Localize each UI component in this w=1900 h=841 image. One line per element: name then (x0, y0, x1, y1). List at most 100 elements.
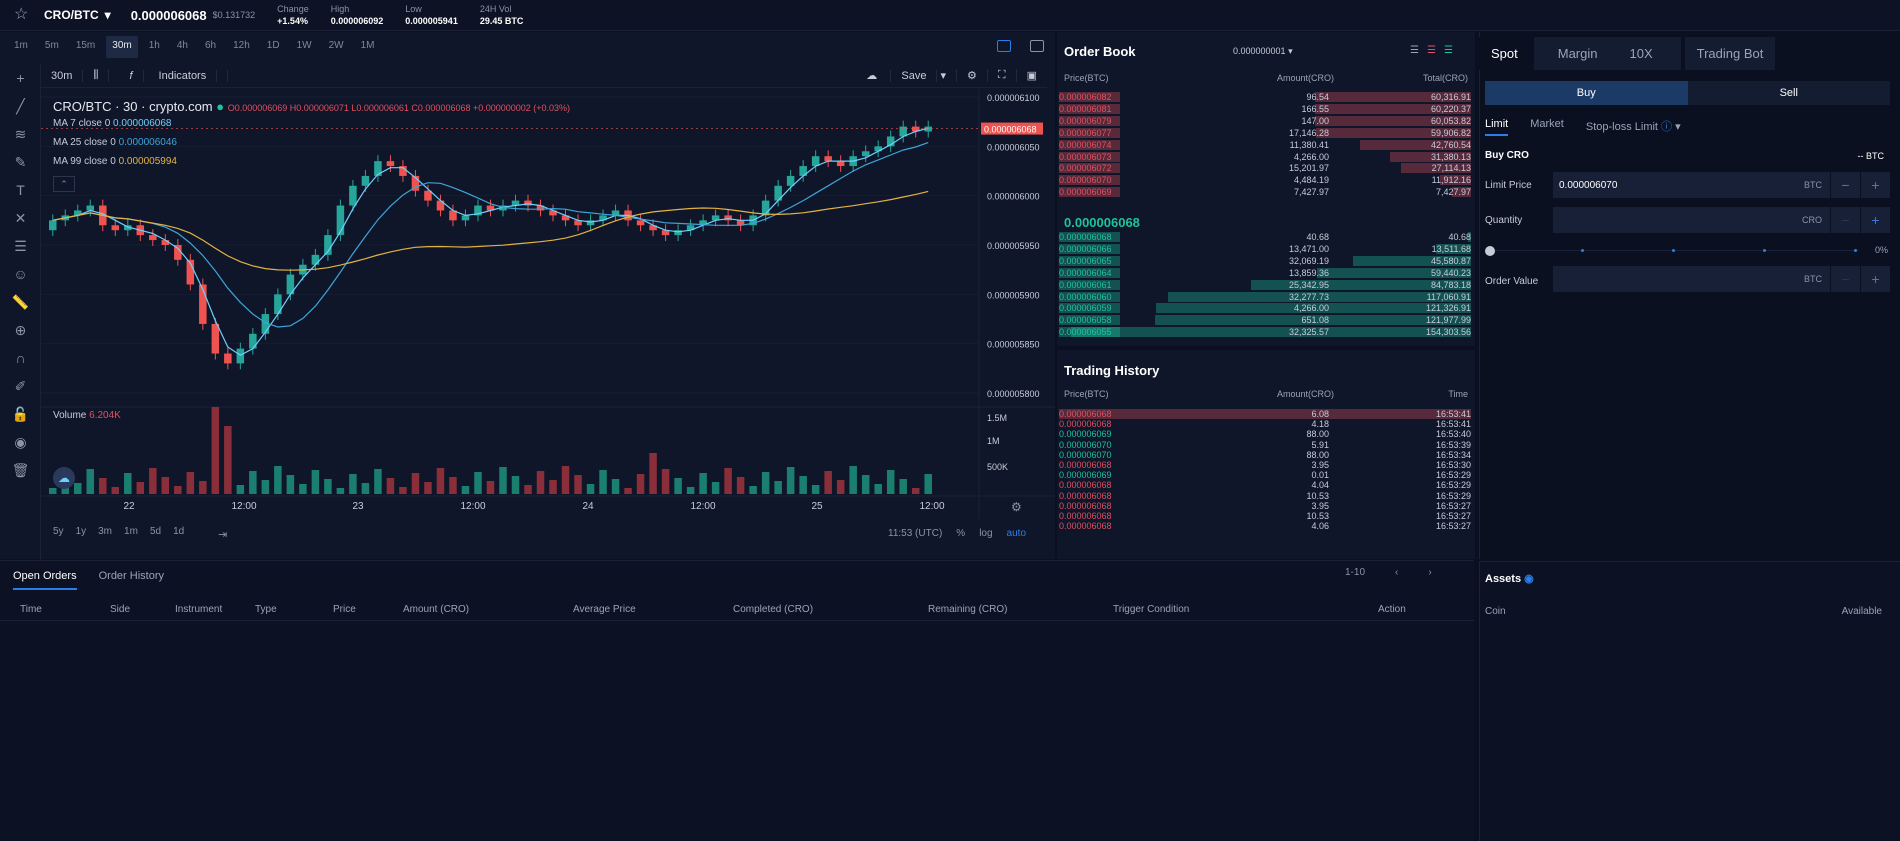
axis-settings-icon[interactable]: ⚙ (1011, 500, 1022, 514)
eye-icon[interactable]: ◉ (14, 433, 27, 450)
timeframe-6h[interactable]: 6h (204, 40, 217, 51)
tab-stop-loss-limit[interactable]: Stop-loss Limit ⓘ ▾ (1585, 121, 1681, 133)
crosshair-icon[interactable]: + (16, 70, 25, 86)
decrease-button[interactable]: − (1830, 172, 1860, 198)
indicators-button[interactable]: f Indicators (109, 69, 229, 82)
auto-toggle[interactable]: auto (1006, 528, 1027, 539)
goto-date-icon[interactable]: ⇥ (218, 529, 228, 541)
range-5y[interactable]: 5y (53, 526, 64, 537)
quantity-slider[interactable] (1485, 246, 1860, 256)
order-value-field[interactable]: BTC − + (1553, 266, 1890, 292)
settings-icon[interactable]: ⚙ (956, 69, 988, 82)
tab-limit[interactable]: Limit (1485, 118, 1509, 136)
orderbook-row[interactable]: 0.000006082 96.54 60,316.91 (1059, 92, 1471, 103)
orderbook-row[interactable]: 0.000006058 651.08 121,977.99 (1059, 315, 1471, 326)
orderbook-row[interactable]: 0.000006065 32,069.19 45,580.87 (1059, 256, 1471, 267)
trendline-icon[interactable]: ╱ (16, 97, 25, 114)
timeframe-2W[interactable]: 2W (328, 40, 344, 51)
orderbook-row[interactable]: 0.000006077 17,146.28 59,906.82 (1059, 128, 1471, 139)
quantity-field[interactable]: CRO − + (1553, 207, 1890, 233)
prev-page-icon[interactable]: ‹ (1395, 567, 1399, 578)
limit-price-field[interactable]: 0.000006070 BTC − + (1553, 172, 1890, 198)
decrease-button[interactable]: − (1830, 266, 1860, 292)
increase-button[interactable]: + (1860, 207, 1890, 233)
timeframe-1M[interactable]: 1M (360, 40, 375, 51)
orderbook-row[interactable]: 0.000006059 4,266.00 121,326.91 (1059, 303, 1471, 314)
ruler-icon[interactable]: 📏 (11, 293, 30, 310)
buy-button[interactable]: Buy (1485, 81, 1688, 105)
view-both-icon[interactable]: ☰ (1410, 45, 1419, 56)
camera-icon[interactable]: ▣ (1026, 70, 1037, 82)
timeframe-1h[interactable]: 1h (148, 40, 160, 51)
precision-select[interactable]: 0.000000001 ▾ (1233, 46, 1293, 56)
orderbook-row[interactable]: 0.000006055 32,325.57 154,303.56 (1059, 327, 1471, 338)
orderbook-row[interactable]: 0.000006079 147.00 60,053.82 (1059, 116, 1471, 127)
orderbook-row[interactable]: 0.000006066 13,471.00 13,511.68 (1059, 244, 1471, 255)
cloud-badge-icon[interactable]: ☁ (53, 467, 75, 489)
timeframe-1D[interactable]: 1D (266, 40, 280, 51)
fullscreen-icon[interactable]: ⛶ (988, 69, 1017, 82)
trash-icon[interactable]: 🗑 (11, 461, 30, 478)
eye-icon[interactable]: ◉ (1524, 573, 1534, 585)
favorite-star-icon[interactable]: ☆ (14, 6, 29, 23)
next-page-icon[interactable]: › (1428, 567, 1432, 578)
pair-selector[interactable]: CRO/BTC ▾ (44, 8, 111, 22)
tab-spot[interactable]: Spot (1479, 37, 1530, 70)
view-asks-icon[interactable]: ☰ (1426, 45, 1436, 56)
timeframe-4h[interactable]: 4h (176, 40, 188, 51)
tab-margin[interactable]: Margin 10X (1533, 37, 1681, 70)
increase-button[interactable]: + (1860, 172, 1890, 198)
limit-price-input[interactable]: 0.000006070 (1559, 179, 1618, 191)
lock-drawings-icon[interactable]: ✐ (14, 377, 27, 394)
orderbook-row[interactable]: 0.000006061 25,342.95 84,783.18 (1059, 280, 1471, 291)
timeframe-1m[interactable]: 1m (14, 40, 28, 51)
pattern-icon[interactable]: ✕ (14, 209, 27, 226)
timeframe-1W[interactable]: 1W (296, 40, 312, 51)
orderbook-row[interactable]: 0.000006072 15,201.97 27,114.13 (1059, 163, 1471, 174)
orderbook-row[interactable]: 0.000006069 7,427.97 7,427.97 (1059, 187, 1471, 198)
prediction-icon[interactable]: ☰ (14, 237, 27, 254)
range-1y[interactable]: 1y (75, 526, 87, 537)
text-icon[interactable]: T (16, 182, 25, 198)
fib-icon[interactable]: ≋ (14, 125, 27, 142)
brush-icon[interactable]: ✎ (14, 153, 27, 170)
log-toggle[interactable]: log (979, 528, 993, 539)
save-button[interactable]: ☁ Save ▾ (846, 69, 956, 82)
tab-trading-bot[interactable]: Trading Bot (1684, 37, 1776, 70)
orderbook-row[interactable]: 0.000006074 11,380.41 42,760.54 (1059, 140, 1471, 151)
timeframe-5m[interactable]: 5m (44, 40, 59, 51)
range-1m[interactable]: 1m (124, 526, 138, 537)
decrease-button[interactable]: − (1830, 207, 1860, 233)
volume-bar (549, 480, 557, 494)
chart-type-icon[interactable] (997, 40, 1011, 52)
increase-button[interactable]: + (1860, 266, 1890, 292)
tab-open-orders[interactable]: Open Orders (13, 570, 77, 590)
timeframe-12h[interactable]: 12h (233, 40, 250, 51)
orderbook-row[interactable]: 0.000006060 32,277.73 117,060.91 (1059, 292, 1471, 303)
sell-button[interactable]: Sell (1687, 81, 1890, 105)
timeframe-15m[interactable]: 15m (75, 40, 96, 51)
layout-icon[interactable] (1030, 40, 1044, 52)
orderbook-row[interactable]: 0.000006064 13,859.36 59,440.23 (1059, 268, 1471, 279)
percent-toggle[interactable]: % (956, 528, 966, 539)
collapse-legend-button[interactable]: ⌃ (53, 176, 75, 192)
range-3m[interactable]: 3m (98, 526, 113, 537)
view-bids-icon[interactable]: ☰ (1443, 45, 1453, 56)
magnet-icon[interactable]: ∩ (15, 350, 26, 366)
range-1d[interactable]: 1d (173, 526, 185, 537)
price-chart[interactable]: 0.000006100 0.000006050 0.000006000 0.00000… (41, 89, 1055, 519)
tab-market[interactable]: Market (1530, 118, 1564, 130)
orderbook-row[interactable]: 0.000006070 4,484.19 11,912.16 (1059, 175, 1471, 186)
zoom-icon[interactable]: ⊕ (14, 321, 27, 338)
orderbook-row[interactable]: 0.000006068 40.68 40.68 (1059, 232, 1471, 243)
tab-order-history[interactable]: Order History (98, 570, 164, 582)
interval-button[interactable]: 30m (41, 69, 84, 82)
range-5d[interactable]: 5d (149, 526, 162, 537)
pagination: 1-10 ‹ › (1345, 567, 1432, 578)
orderbook-row[interactable]: 0.000006073 4,266.00 31,380.13 (1059, 152, 1471, 163)
lock-icon[interactable]: 🔓 (11, 405, 30, 422)
orderbook-row[interactable]: 0.000006081 166.55 60,220.37 (1059, 104, 1471, 115)
bar-style-icon[interactable]: ⫼ (83, 69, 110, 82)
timeframe-30m[interactable]: 30m (106, 36, 138, 58)
emoji-icon[interactable]: ☺ (13, 266, 28, 282)
